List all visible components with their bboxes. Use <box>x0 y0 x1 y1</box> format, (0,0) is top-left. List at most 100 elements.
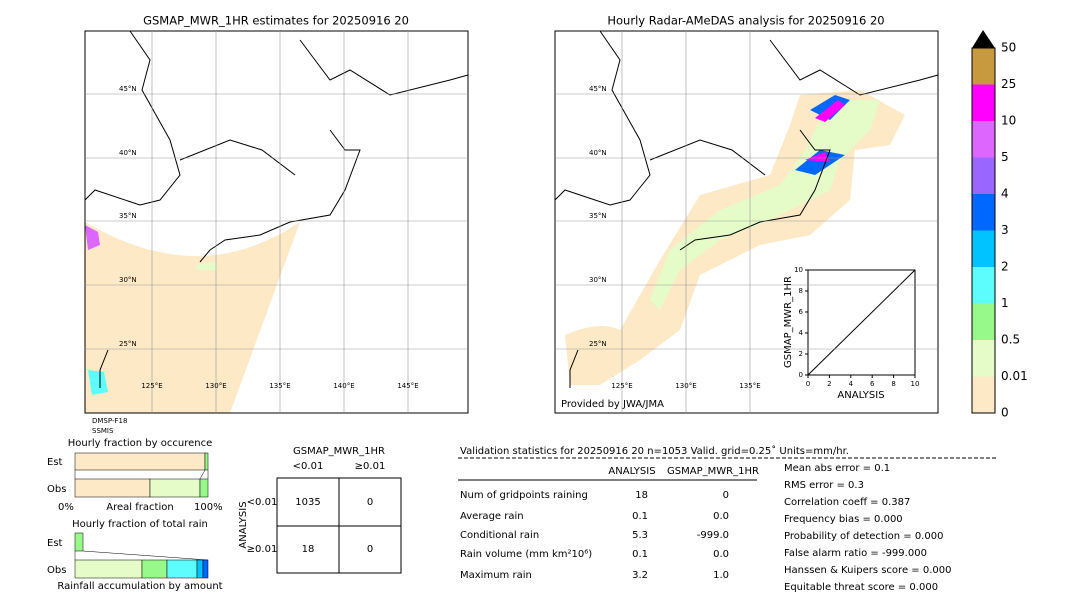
sensor: DMSP-F18 <box>92 417 127 425</box>
bar <box>74 452 206 471</box>
score: Probability of detection = 0.000 <box>784 531 943 542</box>
stats-title: Validation statistics for 20250916 20 n=… <box>460 445 849 457</box>
y-tick-label: 6 <box>799 308 804 316</box>
connector <box>74 550 209 561</box>
y-tick-label: 4 <box>799 329 804 337</box>
row-axis: ANALYSIS <box>238 501 249 548</box>
cell: 0 <box>367 544 373 555</box>
bar <box>74 532 84 552</box>
row-label: Conditional rain <box>460 530 539 541</box>
sensor: SSMIS <box>92 427 114 435</box>
bar <box>74 559 143 579</box>
score: Hanssen & Kuipers score = 0.000 <box>784 565 951 576</box>
lat-label: 40°N <box>119 149 137 157</box>
rain-area <box>88 370 108 395</box>
colorbar-label: 0.01 <box>1001 369 1028 383</box>
colorbar-segment <box>972 376 995 413</box>
lat-label: 35°N <box>589 212 607 220</box>
scatter-y-label: GSMAP_MWR_1HR <box>783 276 794 368</box>
colorbar-label: 25 <box>1001 77 1016 91</box>
x-tick-label: 2 <box>827 380 831 388</box>
lat-label: 30°N <box>589 276 607 284</box>
value: -999.0 <box>697 530 729 541</box>
panel-title: Hourly fraction by occurence <box>68 438 212 449</box>
score: Frequency bias = 0.000 <box>784 514 903 525</box>
colorbar-label: 4 <box>1001 187 1009 201</box>
value: 1.0 <box>713 570 729 581</box>
lat-label: 45°N <box>119 85 137 93</box>
colorbar-label: 1 <box>1001 296 1009 310</box>
bar <box>204 452 209 471</box>
lat-label: 35°N <box>119 212 137 220</box>
x-tick-label: 4 <box>849 380 854 388</box>
x-tick-label: 10 <box>911 380 920 388</box>
colorbar-segment <box>972 157 995 194</box>
panel-title: Hourly fraction of total rain <box>72 519 208 530</box>
value: 0.1 <box>632 511 648 522</box>
lon-label: 145°E <box>397 382 418 390</box>
lon-label: 135°E <box>269 382 290 390</box>
cell: 18 <box>302 544 315 555</box>
score: False alarm ratio = -999.000 <box>784 548 927 559</box>
axis-label: 0% <box>58 502 74 513</box>
axis-label: Areal fraction <box>106 502 173 513</box>
bar <box>74 478 151 498</box>
col-header: ANALYSIS <box>608 466 655 477</box>
credit: Provided by JWA/JMA <box>561 399 664 410</box>
bar <box>141 559 168 579</box>
row-label: Num of gridpoints raining <box>460 490 588 501</box>
axis-label: 100% <box>194 502 223 513</box>
scatter-x-label: ANALYSIS <box>837 390 884 401</box>
row-label: Obs <box>47 565 66 576</box>
lat-label: 25°N <box>589 340 607 348</box>
lat-label: 30°N <box>119 276 137 284</box>
table-lines <box>277 478 401 573</box>
colorbar-label: 10 <box>1001 114 1016 128</box>
lat-label: 40°N <box>589 149 607 157</box>
score: Mean abs error = 0.1 <box>784 463 890 474</box>
y-tick-label: 0 <box>799 371 803 379</box>
value: 0.1 <box>632 549 648 560</box>
colorbar-label: 2 <box>1001 260 1009 274</box>
row-label: Est <box>47 538 63 549</box>
lon-label: 140°E <box>333 382 354 390</box>
colorbar-label: 3 <box>1001 223 1009 237</box>
map-title: GSMAP_MWR_1HR estimates for 20250916 20 <box>143 14 409 28</box>
row-label: Rain volume (mm km²10⁶) <box>460 549 592 560</box>
bar <box>196 559 204 579</box>
lon-label: 135°E <box>739 382 760 390</box>
lon-label: 130°E <box>205 382 226 390</box>
col-header: GSMAP_MWR_1HR <box>667 466 759 477</box>
colorbar-label: 50 <box>1001 41 1016 55</box>
axis-label: Rainfall accumulation by amount <box>57 581 222 592</box>
lon-label: 125°E <box>611 382 632 390</box>
value: 0 <box>723 490 729 501</box>
rain-area <box>85 222 300 413</box>
coastline <box>554 30 939 388</box>
bar <box>199 478 209 498</box>
bar <box>149 478 201 498</box>
colorbar-segment <box>972 303 995 340</box>
rain-area <box>195 262 218 270</box>
value: 18 <box>635 490 648 501</box>
colorbar-segment <box>972 84 995 121</box>
row-header: <0.01 <box>247 497 278 508</box>
row-label: Average rain <box>460 511 524 522</box>
value: 5.3 <box>632 530 648 541</box>
rain-area <box>805 100 845 162</box>
y-tick-label: 2 <box>799 350 803 358</box>
x-tick-label: 0 <box>806 380 810 388</box>
lon-label: 130°E <box>675 382 696 390</box>
lat-label: 25°N <box>119 340 137 348</box>
colorbar-segment <box>972 194 995 231</box>
cell: 0 <box>367 497 373 508</box>
colorbar-segment <box>972 48 995 85</box>
score: Correlation coeff = 0.387 <box>784 497 910 508</box>
value: 3.2 <box>632 570 648 581</box>
lat-label: 45°N <box>589 85 607 93</box>
row-label: Maximum rain <box>460 570 532 581</box>
colorbar-label: 5 <box>1001 150 1009 164</box>
bar <box>202 559 209 579</box>
left-map <box>84 30 469 414</box>
colorbar-label: 0.5 <box>1001 333 1020 347</box>
